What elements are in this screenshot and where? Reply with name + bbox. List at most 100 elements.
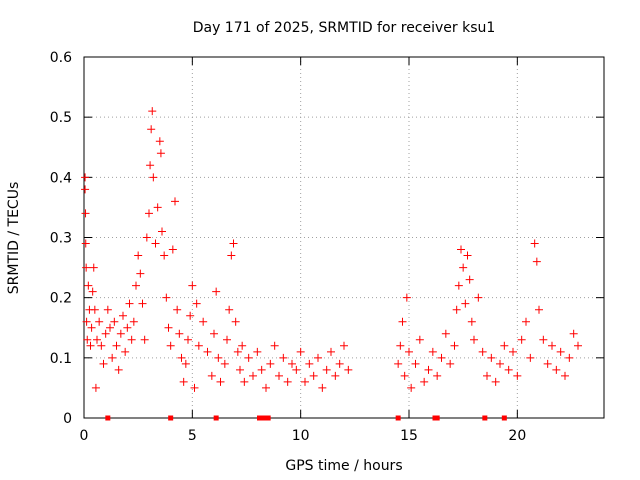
data-point [95, 317, 104, 326]
data-point [569, 329, 578, 338]
data-point [504, 365, 513, 374]
data-point [181, 359, 190, 368]
data-point [91, 383, 100, 392]
data-point [116, 329, 125, 338]
data-point [125, 299, 134, 308]
data-point [93, 335, 101, 344]
data-point [556, 347, 565, 356]
data-point [420, 377, 429, 386]
data-point [561, 371, 569, 380]
data-point [309, 371, 318, 380]
data-point [112, 341, 121, 350]
data-point [101, 329, 110, 338]
data-point [90, 305, 99, 314]
data-point [168, 245, 177, 254]
data-point [81, 185, 90, 194]
data-point [194, 341, 203, 350]
data-point [415, 335, 424, 344]
gap-marker [501, 415, 507, 421]
data-point [149, 173, 158, 182]
data-point [526, 353, 535, 362]
data-point [162, 293, 171, 302]
data-point [127, 335, 136, 344]
data-point [398, 317, 407, 326]
data-point [175, 329, 184, 338]
data-point [138, 299, 147, 308]
data-point [148, 107, 157, 116]
data-point [106, 323, 114, 332]
data-point [225, 305, 234, 314]
y-tick-label: 0.4 [50, 170, 72, 186]
gap-marker [265, 415, 271, 421]
data-point [539, 335, 548, 344]
x-tick-label: 0 [80, 428, 89, 444]
data-point [233, 347, 242, 356]
data-point [450, 341, 459, 350]
data-point [244, 353, 253, 362]
data-point [292, 365, 301, 374]
data-point [279, 353, 288, 362]
gap-marker [257, 415, 262, 421]
data-point [454, 281, 463, 290]
data-point [552, 365, 561, 374]
data-point [121, 347, 130, 356]
x-tick-label: 20 [508, 428, 526, 444]
data-point [402, 293, 411, 302]
data-point [119, 311, 127, 320]
data-point [465, 275, 474, 284]
x-tick-label: 15 [400, 428, 418, 444]
grid [84, 57, 604, 418]
data-point [177, 353, 186, 362]
data-point [82, 317, 91, 326]
data-point [231, 317, 240, 326]
data-point [314, 353, 322, 362]
data-point [81, 173, 90, 182]
data-point [190, 383, 199, 392]
gap-marker [261, 415, 267, 421]
chart-title: Day 171 of 2025, SRMTID for receiver ksu… [193, 20, 496, 36]
data-point [184, 335, 192, 344]
data-point [483, 371, 491, 380]
data-point [428, 347, 437, 356]
data-point [129, 317, 138, 326]
data-point [257, 365, 266, 374]
x-tick-label: 5 [188, 428, 197, 444]
data-point [199, 317, 208, 326]
data-point [331, 371, 340, 380]
data-point [134, 251, 143, 260]
data-point [327, 347, 335, 356]
data-point [249, 371, 257, 380]
x-tick-label: 10 [292, 428, 310, 444]
data-point [207, 371, 216, 380]
y-tick-label: 0.1 [50, 351, 72, 367]
data-point [491, 377, 500, 386]
data-point [470, 335, 478, 344]
data-point [81, 209, 90, 218]
y-tick-label: 0.2 [50, 291, 72, 307]
data-point [203, 347, 212, 356]
data-point [164, 323, 173, 332]
data-point [108, 353, 117, 362]
data-point [513, 371, 522, 380]
data-point [517, 335, 526, 344]
data-point [532, 257, 541, 266]
gap-marker [168, 415, 174, 421]
y-tick-label: 0.3 [50, 231, 72, 247]
data-point [459, 263, 468, 272]
data-point [155, 137, 164, 146]
data-point [467, 317, 476, 326]
data-point [543, 359, 552, 368]
data-point [405, 347, 413, 356]
data-point [322, 365, 331, 374]
data-point [253, 347, 262, 356]
data-point [461, 299, 470, 308]
data-point [136, 269, 145, 278]
data-point [275, 371, 283, 380]
data-point [500, 341, 509, 350]
data-point [227, 251, 236, 260]
data-point [212, 287, 221, 296]
data-point [238, 341, 247, 350]
data-point [145, 209, 153, 218]
data-point [192, 299, 201, 308]
data-point [110, 317, 119, 326]
